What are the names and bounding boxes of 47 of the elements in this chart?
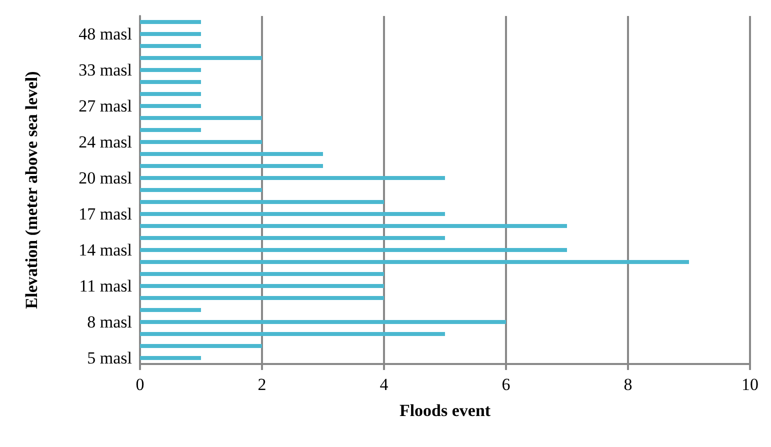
y-tick-label: 11 masl: [79, 276, 132, 296]
bar: [140, 344, 262, 348]
y-tick-label: 27 masl: [78, 96, 132, 116]
bar: [140, 356, 201, 360]
bar: [140, 176, 445, 180]
bar: [140, 260, 689, 264]
x-tick-label: 10: [742, 375, 758, 394]
y-tick-label: 20 masl: [78, 168, 132, 188]
x-tick-label: 6: [502, 375, 510, 394]
y-axis-title: Elevation (meter above sea level): [22, 71, 41, 309]
bar: [140, 188, 262, 192]
bar: [140, 320, 506, 324]
y-tick-label: 33 masl: [78, 60, 132, 80]
x-tick-label: 4: [380, 375, 389, 394]
bar: [140, 332, 445, 336]
y-tick-label: 5 masl: [87, 348, 132, 368]
bar: [140, 116, 262, 120]
bar: [140, 212, 445, 216]
bar: [140, 140, 262, 144]
bar: [140, 284, 384, 288]
bar: [140, 20, 201, 24]
bar: [140, 68, 201, 72]
y-tick-label: 24 masl: [78, 132, 132, 152]
bar: [140, 92, 201, 96]
bar: [140, 104, 201, 108]
bar: [140, 152, 323, 156]
bar: [140, 248, 567, 252]
bar: [140, 32, 201, 36]
y-tick-label: 14 masl: [78, 240, 132, 260]
y-tick-label: 48 masl: [78, 24, 132, 44]
bar: [140, 56, 262, 60]
bar: [140, 164, 323, 168]
bar: [140, 128, 201, 132]
bar: [140, 296, 384, 300]
bar: [140, 200, 384, 204]
x-tick-label: 2: [258, 375, 266, 394]
x-axis-title: Floods event: [399, 401, 491, 420]
bar: [140, 44, 201, 48]
x-tick-label: 8: [624, 375, 632, 394]
bar: [140, 236, 445, 240]
bar: [140, 272, 384, 276]
x-tick-label: 0: [136, 375, 144, 394]
bar: [140, 80, 201, 84]
bar: [140, 224, 567, 228]
y-tick-label: 17 masl: [78, 204, 132, 224]
y-tick-label: 8 masl: [87, 312, 132, 332]
bar: [140, 308, 201, 312]
